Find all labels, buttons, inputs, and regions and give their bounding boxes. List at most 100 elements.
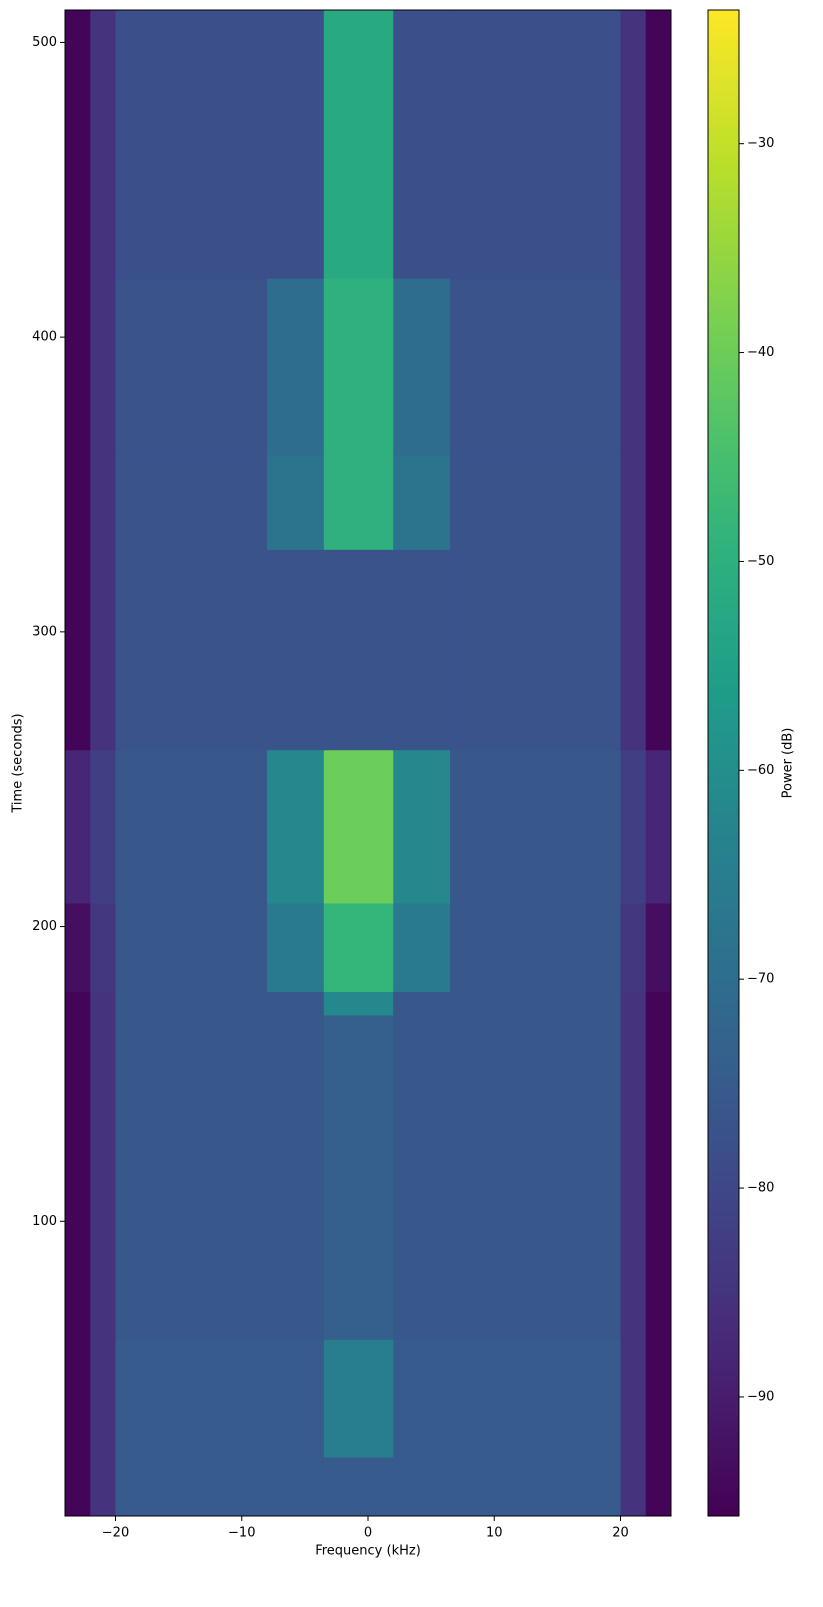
y-tick-label: 200 <box>32 919 57 934</box>
heat-cell <box>65 1014 91 1340</box>
x-axis-label: Frequency (kHz) <box>315 1544 421 1559</box>
heat-cell <box>323 455 394 550</box>
heat-cell <box>620 991 647 1016</box>
heat-cell <box>115 749 268 904</box>
heat-cell <box>450 278 621 456</box>
heat-cell <box>65 991 91 1016</box>
heat-cell <box>450 1014 621 1340</box>
heat-cell <box>323 1014 394 1340</box>
heat-cell <box>65 749 91 904</box>
heat-cell <box>393 1014 451 1340</box>
heat-cell <box>115 10 268 279</box>
heat-cell <box>620 902 647 992</box>
x-tick-label: −20 <box>102 1526 129 1541</box>
heat-cell <box>90 1339 116 1458</box>
heat-cell <box>267 1339 325 1458</box>
y-tick-label: 400 <box>32 330 57 345</box>
heat-cell <box>645 10 672 279</box>
heat-cell <box>645 991 672 1016</box>
heat-cell <box>90 991 116 1016</box>
heat-cell <box>115 455 268 550</box>
heat-cell <box>90 10 116 279</box>
heat-cell <box>115 549 268 751</box>
heat-cell <box>115 991 268 1016</box>
heat-cell <box>620 749 647 904</box>
colorbar-tick-label: −50 <box>747 554 774 569</box>
heat-cell <box>450 10 621 279</box>
heat-cell <box>90 278 116 456</box>
heat-cell <box>323 1339 394 1458</box>
heat-cell <box>620 549 647 751</box>
heat-cell <box>115 902 268 992</box>
heat-cell <box>65 902 91 992</box>
heat-cell <box>645 549 672 751</box>
heat-cell <box>450 1457 621 1517</box>
heat-cell <box>620 1014 647 1340</box>
heat-cell <box>90 1014 116 1340</box>
heat-cell <box>267 549 325 751</box>
heat-cell <box>65 1457 91 1517</box>
heat-cell <box>393 902 451 992</box>
heat-cell <box>393 10 451 279</box>
heat-cell <box>65 455 91 550</box>
heat-cell <box>323 749 394 904</box>
heat-cell <box>393 1457 451 1517</box>
y-axis-label: Time (seconds) <box>11 713 26 813</box>
heat-cell <box>645 455 672 550</box>
heat-cell <box>267 278 325 456</box>
colorbar-tick-label: −30 <box>747 136 774 151</box>
colorbar-label: Power (dB) <box>781 728 796 799</box>
heat-cell <box>323 278 394 456</box>
colorbar-tick-label: −90 <box>747 1389 774 1404</box>
heat-cell <box>115 1339 268 1458</box>
x-tick-label: 10 <box>486 1526 503 1541</box>
heat-cell <box>450 902 621 992</box>
heat-cell <box>450 991 621 1016</box>
heat-cell <box>393 549 451 751</box>
heat-cell <box>620 10 647 279</box>
colorbar-tick-label: −70 <box>747 972 774 987</box>
heat-cell <box>267 1014 325 1340</box>
heat-cell <box>323 549 394 751</box>
heat-cell <box>65 1339 91 1458</box>
colorbar-tick-label: −60 <box>747 763 774 778</box>
heat-cell <box>645 1014 672 1340</box>
heat-cell <box>620 278 647 456</box>
heat-cell <box>645 1339 672 1458</box>
heat-cell <box>267 902 325 992</box>
colorbar <box>707 9 740 1517</box>
heat-cell <box>65 549 91 751</box>
heat-cell <box>645 902 672 992</box>
heat-cell <box>645 278 672 456</box>
heat-cell <box>393 278 451 456</box>
heat-cell <box>620 1339 647 1458</box>
heat-cell <box>450 749 621 904</box>
colorbar-tick-label: −40 <box>747 345 774 360</box>
heat-cell <box>65 10 91 279</box>
heat-cell <box>90 1457 116 1517</box>
heat-cell <box>115 1457 268 1517</box>
heat-cell <box>450 1339 621 1458</box>
heat-cell <box>323 902 394 992</box>
x-tick-label: 20 <box>612 1526 629 1541</box>
heat-cell <box>90 902 116 992</box>
heat-cell <box>267 749 325 904</box>
heat-cell <box>65 278 91 456</box>
heat-cell <box>620 1457 647 1517</box>
x-tick-label: 0 <box>364 1526 372 1541</box>
heat-cell <box>115 1014 268 1340</box>
heat-cell <box>323 991 394 1016</box>
x-tick-label: −10 <box>228 1526 255 1541</box>
heat-cell <box>90 749 116 904</box>
heat-cell <box>267 1457 325 1517</box>
heat-cell <box>450 549 621 751</box>
y-tick-label: 500 <box>32 35 57 50</box>
heat-cell <box>267 991 325 1016</box>
heat-cell <box>90 455 116 550</box>
y-tick-label: 100 <box>32 1214 57 1229</box>
heat-cell <box>323 1457 394 1517</box>
colorbar-tick-label: −80 <box>747 1181 774 1196</box>
heat-cell <box>393 455 451 550</box>
heat-cell <box>267 10 325 279</box>
